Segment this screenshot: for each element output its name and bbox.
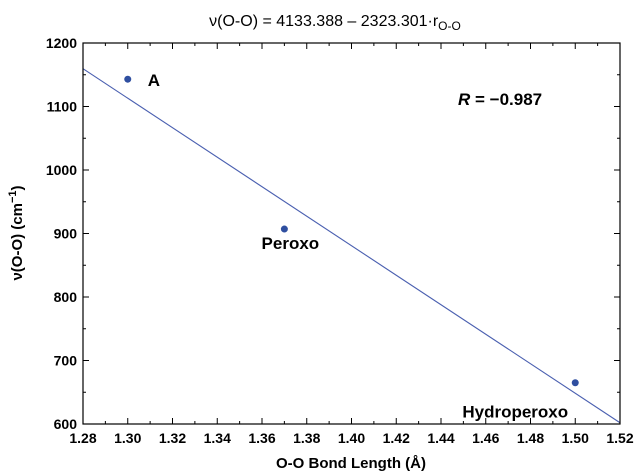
y-axis-label: ν(O-O) (cm−1) <box>7 185 26 280</box>
x-tick-label: 1.42 <box>383 430 410 446</box>
y-axis-label-close: ) <box>9 185 26 190</box>
x-tick-label: 1.32 <box>159 430 186 446</box>
x-tick-label: 1.28 <box>69 430 96 446</box>
x-tick-label: 1.50 <box>562 430 589 446</box>
y-tick-label: 1000 <box>46 162 77 178</box>
correlation-symbol: R <box>458 90 471 109</box>
chart-title-subscript: O-O <box>438 19 461 33</box>
y-tick-label: 600 <box>54 416 78 432</box>
fit-line <box>82 68 621 424</box>
chart-title: ν(O-O) = 4133.388 – 2323.301·rO-O <box>209 13 461 33</box>
y-tick-label: 700 <box>54 353 78 369</box>
y-axis-label-main: ν(O-O) (cm <box>9 203 26 281</box>
chart-title-main: ν(O-O) = 4133.388 – 2323.301·r <box>209 13 439 30</box>
plot-border <box>82 42 621 425</box>
y-tick-label: 1200 <box>46 35 77 51</box>
data-points: A Peroxo Hydroperoxo <box>124 71 579 422</box>
correlation-value: = −0.987 <box>470 90 542 109</box>
axis-ticks: 1.28 1.30 1.32 1.34 1.36 1.38 1.40 1.42 1.44 1.46… <box>46 35 634 446</box>
x-axis-label: O-O Bond Length (Å) <box>276 455 426 472</box>
data-point <box>280 225 288 233</box>
x-tick-label: 1.44 <box>427 430 454 446</box>
point-label: Hydroperoxo <box>462 403 568 422</box>
x-tick-label: 1.38 <box>293 430 320 446</box>
fit-line-group <box>82 68 621 424</box>
x-tick-label: 1.34 <box>204 430 231 446</box>
y-tick-label: 900 <box>54 226 78 242</box>
x-tick-label: 1.46 <box>472 430 499 446</box>
plot-frame <box>82 42 621 425</box>
point-label: Peroxo <box>262 234 320 253</box>
data-point <box>124 75 132 83</box>
x-tick-label: 1.40 <box>338 430 365 446</box>
y-tick-label: 1100 <box>47 99 78 115</box>
x-tick-label: 1.30 <box>114 430 141 446</box>
x-tick-label: 1.52 <box>606 430 633 446</box>
y-tick-label: 800 <box>54 289 78 305</box>
y-axis-label-superscript: −1 <box>7 190 19 203</box>
x-tick-label: 1.36 <box>248 430 275 446</box>
x-tick-label: 1.48 <box>517 430 544 446</box>
point-label: A <box>148 71 160 90</box>
correlation-annotation: R = −0.987 <box>458 90 542 109</box>
data-point <box>571 379 579 387</box>
